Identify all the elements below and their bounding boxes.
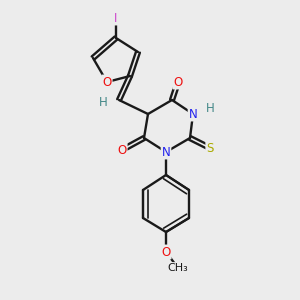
Text: H: H <box>206 101 214 115</box>
Text: I: I <box>114 11 118 25</box>
Text: H: H <box>99 95 107 109</box>
Text: O: O <box>102 76 112 88</box>
Text: O: O <box>117 143 127 157</box>
Text: S: S <box>206 142 214 154</box>
Text: N: N <box>189 107 197 121</box>
Text: O: O <box>161 245 171 259</box>
Text: O: O <box>173 76 183 88</box>
Text: CH₃: CH₃ <box>168 263 188 273</box>
Text: N: N <box>162 146 170 158</box>
